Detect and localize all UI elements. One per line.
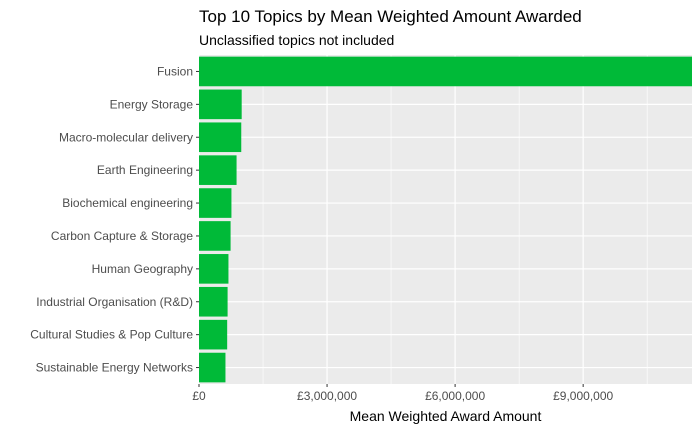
category-labels: Fusion Energy Storage Macro-molecular deli… [30,64,199,375]
bars [199,56,692,383]
bar [199,122,242,153]
category-label: Industrial Organisation (R&D) [36,295,193,309]
bar [199,56,692,87]
category-label: Energy Storage [110,97,194,111]
category-label: Biochemical engineering [62,196,193,210]
category-label: Human Geography [92,262,193,276]
x-tick-label: £0 [192,389,206,403]
x-tick-label: £9,000,000 [553,389,613,403]
x-tick-label: £6,000,000 [425,389,485,403]
x-axis-ticks: £0 £3,000,000 £6,000,000 £9,000,000 [192,384,614,403]
x-tick-label: £3,000,000 [297,389,357,403]
category-label: Macro-molecular delivery [59,130,193,144]
x-axis-title: Mean Weighted Award Amount [350,408,542,424]
category-label: Earth Engineering [97,163,193,177]
bar [199,352,226,383]
bar [199,89,242,120]
bar [199,155,237,185]
category-label: Cultural Studies & Pop Culture [30,328,193,342]
category-label: Sustainable Energy Networks [36,361,193,375]
chart-subtitle: Unclassified topics not included [199,32,394,48]
plot-panel [199,55,692,384]
bar [199,254,229,284]
bar [199,319,228,350]
bar [199,286,228,317]
category-label: Fusion [157,64,193,78]
chart-title: Top 10 Topics by Mean Weighted Amount Aw… [199,7,582,26]
bar [199,188,232,218]
category-label: Carbon Capture & Storage [51,229,193,243]
bar [199,221,231,251]
